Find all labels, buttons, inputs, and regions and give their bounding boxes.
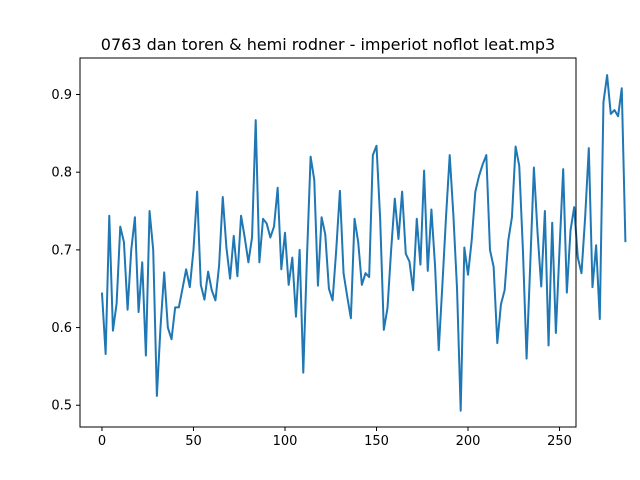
plot-area <box>100 74 627 412</box>
series-line <box>100 74 627 412</box>
x-tick-label: 0 <box>98 434 106 449</box>
x-tick-label: 50 <box>185 434 202 449</box>
x-tick-label: 100 <box>273 434 298 449</box>
x-tick-label: 200 <box>456 434 481 449</box>
y-tick-label: 0.7 <box>51 243 72 258</box>
chart-title: 0763 dan toren & hemi rodner - imperiot … <box>101 35 555 54</box>
x-tick-label: 150 <box>364 434 389 449</box>
plot-frame <box>79 57 577 428</box>
x-tick-label: 250 <box>547 434 572 449</box>
y-tick-label: 0.6 <box>51 321 72 336</box>
y-tick-label: 0.8 <box>51 166 72 181</box>
x-axis: 0 50 100 150 200 250 <box>98 427 572 449</box>
y-tick-label: 0.5 <box>51 399 72 414</box>
y-axis: 0.5 0.6 0.7 0.8 0.9 <box>51 88 80 414</box>
y-tick-label: 0.9 <box>51 88 72 103</box>
